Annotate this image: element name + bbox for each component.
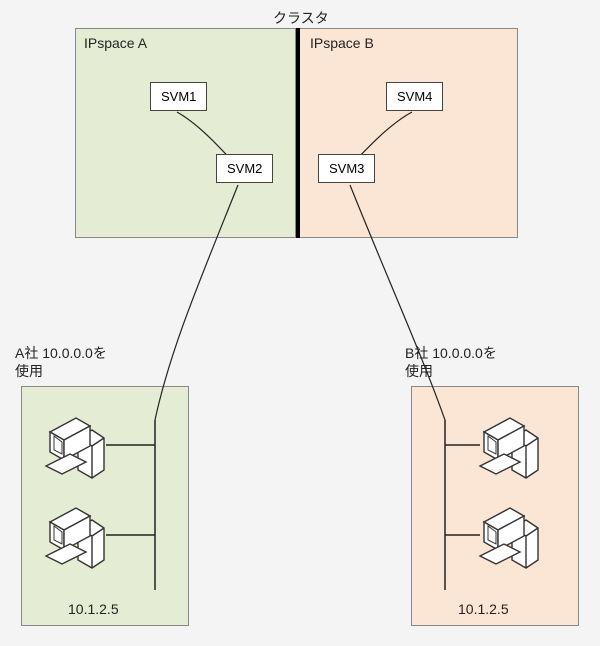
- company-b-ip: 10.1.2.5: [458, 600, 509, 618]
- company-b-box: [411, 386, 579, 626]
- company-a-box: [21, 386, 189, 626]
- ipspace-a-box: [75, 28, 296, 238]
- diagram-canvas: IPspace A IPspace B クラスタ A社 10.0.0.0を 使用 10.…: [0, 0, 600, 646]
- svm3-box: SVM3: [318, 154, 375, 183]
- svm2-box: SVM2: [216, 154, 273, 183]
- svm1-box: SVM1: [150, 82, 207, 111]
- company-a-label: A社 10.0.0.0を 使用: [15, 344, 107, 380]
- cluster-title: クラスタ: [273, 9, 329, 27]
- ipspace-a-label: IPspace A: [84, 34, 147, 52]
- cluster-divider: [296, 28, 300, 238]
- svm4-box: SVM4: [386, 82, 443, 111]
- ipspace-b-label: IPspace B: [310, 34, 374, 52]
- company-b-label: B社 10.0.0.0を 使用: [405, 344, 497, 380]
- company-a-ip: 10.1.2.5: [68, 600, 119, 618]
- ipspace-b-box: [297, 28, 518, 238]
